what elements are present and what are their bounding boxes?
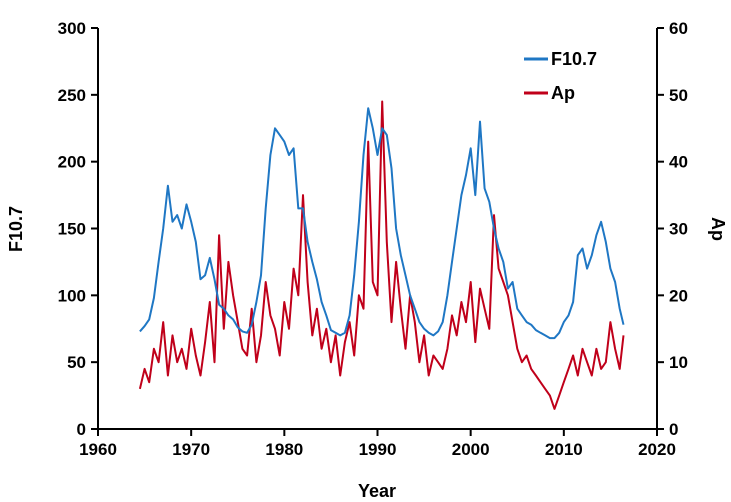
x-tick-label: 2020 [638,440,676,459]
ticks [91,27,664,436]
y-left-tick-label: 300 [58,19,86,38]
y-right-tick-label: 10 [669,353,688,372]
x-tick-label: 1960 [79,440,117,459]
x-tick-label: 2000 [452,440,490,459]
x-axis-title: Year [358,481,396,501]
y-right-tick-label: 20 [669,286,688,305]
y-left-tick-label: 200 [58,153,86,172]
tick-labels: 1960 1970 1980 1990 2000 2010 2020050100150200… [58,19,688,459]
y-left-tick-label: 0 [77,420,86,439]
legend-label-f10-7: F10.7 [551,49,597,69]
x-tick-label: 1970 [172,440,210,459]
y-right-tick-label: 30 [669,220,688,239]
series-lines [138,100,625,410]
y-left-tick-label: 150 [58,220,86,239]
x-tick-label: 1980 [265,440,303,459]
series-line-f10-7 [139,107,625,340]
y-right-tick-label: 60 [669,19,688,38]
x-tick-label: 2010 [545,440,583,459]
y-left-axis-title: F10.7 [6,206,26,252]
y-right-axis-title: Ap [708,217,728,241]
legend: F10.7 Ap [524,49,597,103]
y-right-tick-label: 40 [669,153,688,172]
legend-label-ap: Ap [551,83,575,103]
series-line-ap [138,100,625,410]
x-tick-label: 1990 [359,440,397,459]
y-right-tick-label: 50 [669,86,688,105]
y-left-tick-label: 50 [67,353,86,372]
y-right-tick-label: 0 [669,420,678,439]
y-left-tick-label: 250 [58,86,86,105]
y-left-tick-label: 100 [58,286,86,305]
